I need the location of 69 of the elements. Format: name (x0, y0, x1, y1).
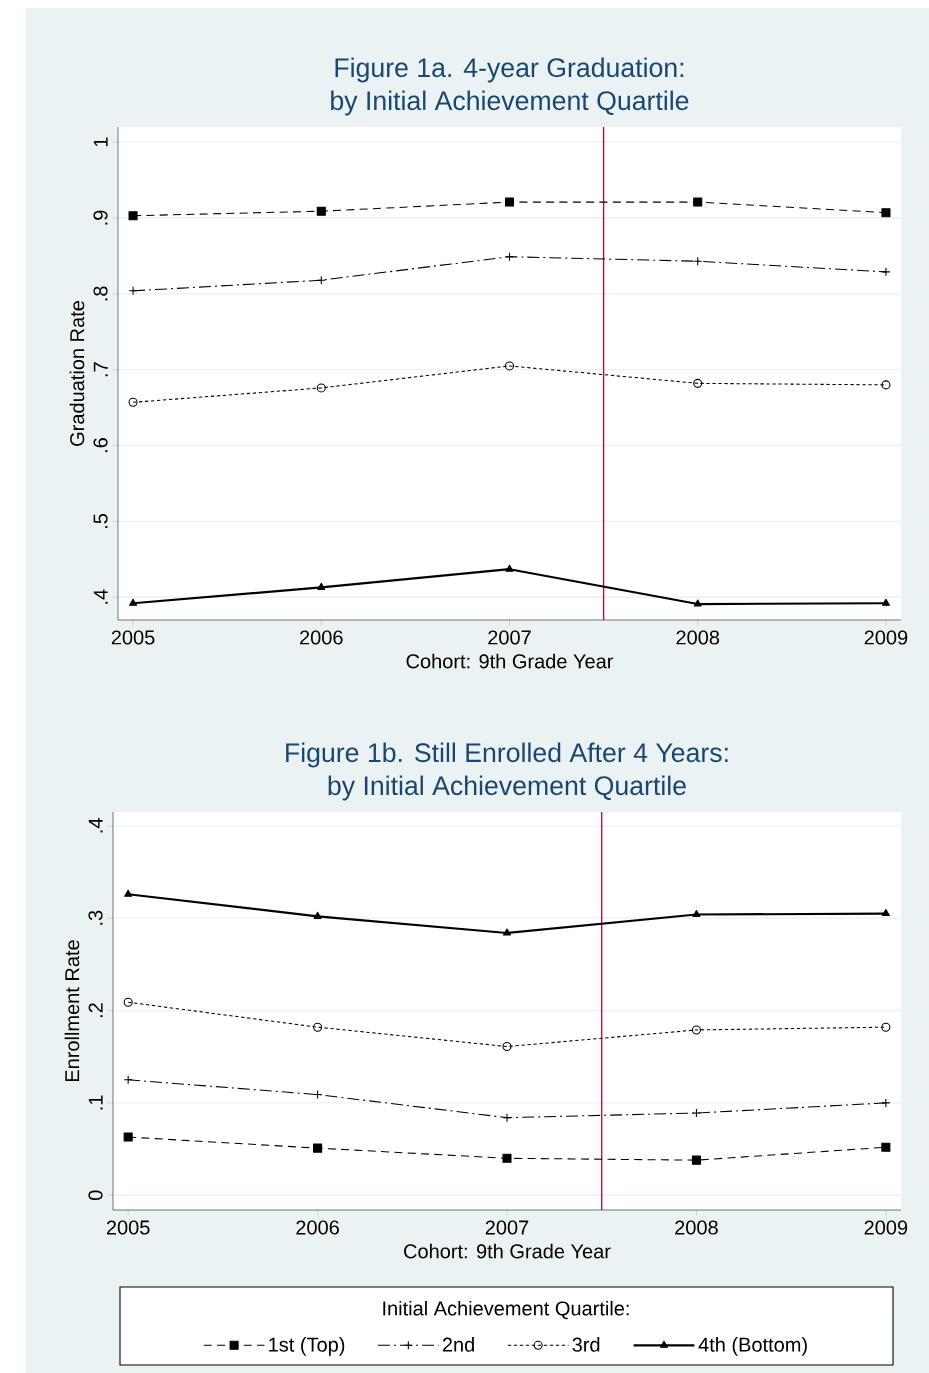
y-tick-label: .7 (93, 362, 108, 377)
x-tick-label: 2006 (296, 1220, 339, 1235)
point (124, 889, 133, 897)
chart-title: Figure 1b. Still Enrolled After 4 Years: (286, 742, 728, 768)
legend-label: 4th (Bottom) (698, 1337, 807, 1356)
point (128, 211, 138, 221)
legend-title: Initial Achievement Quartile: (383, 1300, 629, 1320)
y-tick-label: .5 (93, 513, 108, 528)
chart-subtitle: by Initial Achievement Quartile (328, 775, 686, 801)
point (691, 1108, 701, 1118)
point (693, 378, 703, 388)
point (128, 286, 138, 296)
x-axis-title: Cohort: 9th Grade Year (406, 653, 614, 669)
y-tick-label: 1 (93, 137, 108, 147)
point (123, 997, 133, 1007)
x-tick-label: 2006 (300, 630, 343, 645)
y-tick-label: .1 (88, 1095, 103, 1110)
point (692, 909, 701, 918)
point (128, 397, 138, 407)
point (317, 582, 326, 590)
point (313, 1022, 323, 1032)
point (503, 928, 512, 936)
y-axis-title: Enrollment Rate (64, 940, 80, 1082)
point (313, 911, 322, 919)
point (504, 197, 515, 207)
y-tick-label: .3 (88, 910, 103, 925)
y-tick-label: .4 (88, 818, 103, 833)
y-tick-label: .4 (93, 589, 108, 604)
x-tick-label: 2007 (488, 630, 531, 645)
legend-label: 2nd (442, 1337, 474, 1352)
y-axis-title: Graduation Rate (69, 301, 85, 446)
legend-label: 3rd (572, 1337, 600, 1352)
y-tick-label: .9 (93, 210, 108, 225)
x-tick-label: 2009 (864, 1220, 908, 1235)
point (881, 1142, 891, 1152)
x-tick-label: 2005 (106, 1220, 150, 1235)
point (129, 598, 138, 606)
point (881, 267, 891, 277)
point (504, 361, 515, 371)
point (502, 1042, 512, 1052)
point (693, 197, 703, 207)
point (123, 1132, 133, 1142)
point (881, 1022, 891, 1032)
x-axis-title: Cohort: 9th Grade Year (404, 1243, 611, 1259)
x-tick-label: 2009 (864, 630, 908, 645)
point (881, 909, 890, 917)
chart-subtitle: by Initial Achievement Quartile (331, 90, 689, 116)
x-tick-label: 2008 (676, 630, 720, 645)
chart-title: Figure 1a. 4-year Graduation: (335, 57, 684, 83)
x-tick-label: 2007 (485, 1220, 529, 1235)
point (881, 380, 891, 390)
point (691, 1155, 701, 1165)
point (505, 564, 514, 572)
point (313, 1143, 323, 1153)
y-tick-label: .6 (93, 438, 108, 453)
x-tick-label: 2005 (111, 630, 155, 645)
y-tick-label: .2 (88, 1003, 103, 1018)
y-tick-label: .8 (93, 286, 108, 301)
point (316, 206, 326, 216)
point (881, 208, 891, 218)
point (881, 598, 890, 606)
point (881, 1098, 891, 1108)
x-tick-label: 2008 (675, 1220, 718, 1235)
point (502, 1153, 512, 1163)
legend-label: 1st (Top) (269, 1337, 345, 1356)
y-tick-label: 0 (88, 1190, 103, 1201)
point (691, 1025, 701, 1035)
point (316, 383, 326, 393)
point (693, 599, 702, 607)
